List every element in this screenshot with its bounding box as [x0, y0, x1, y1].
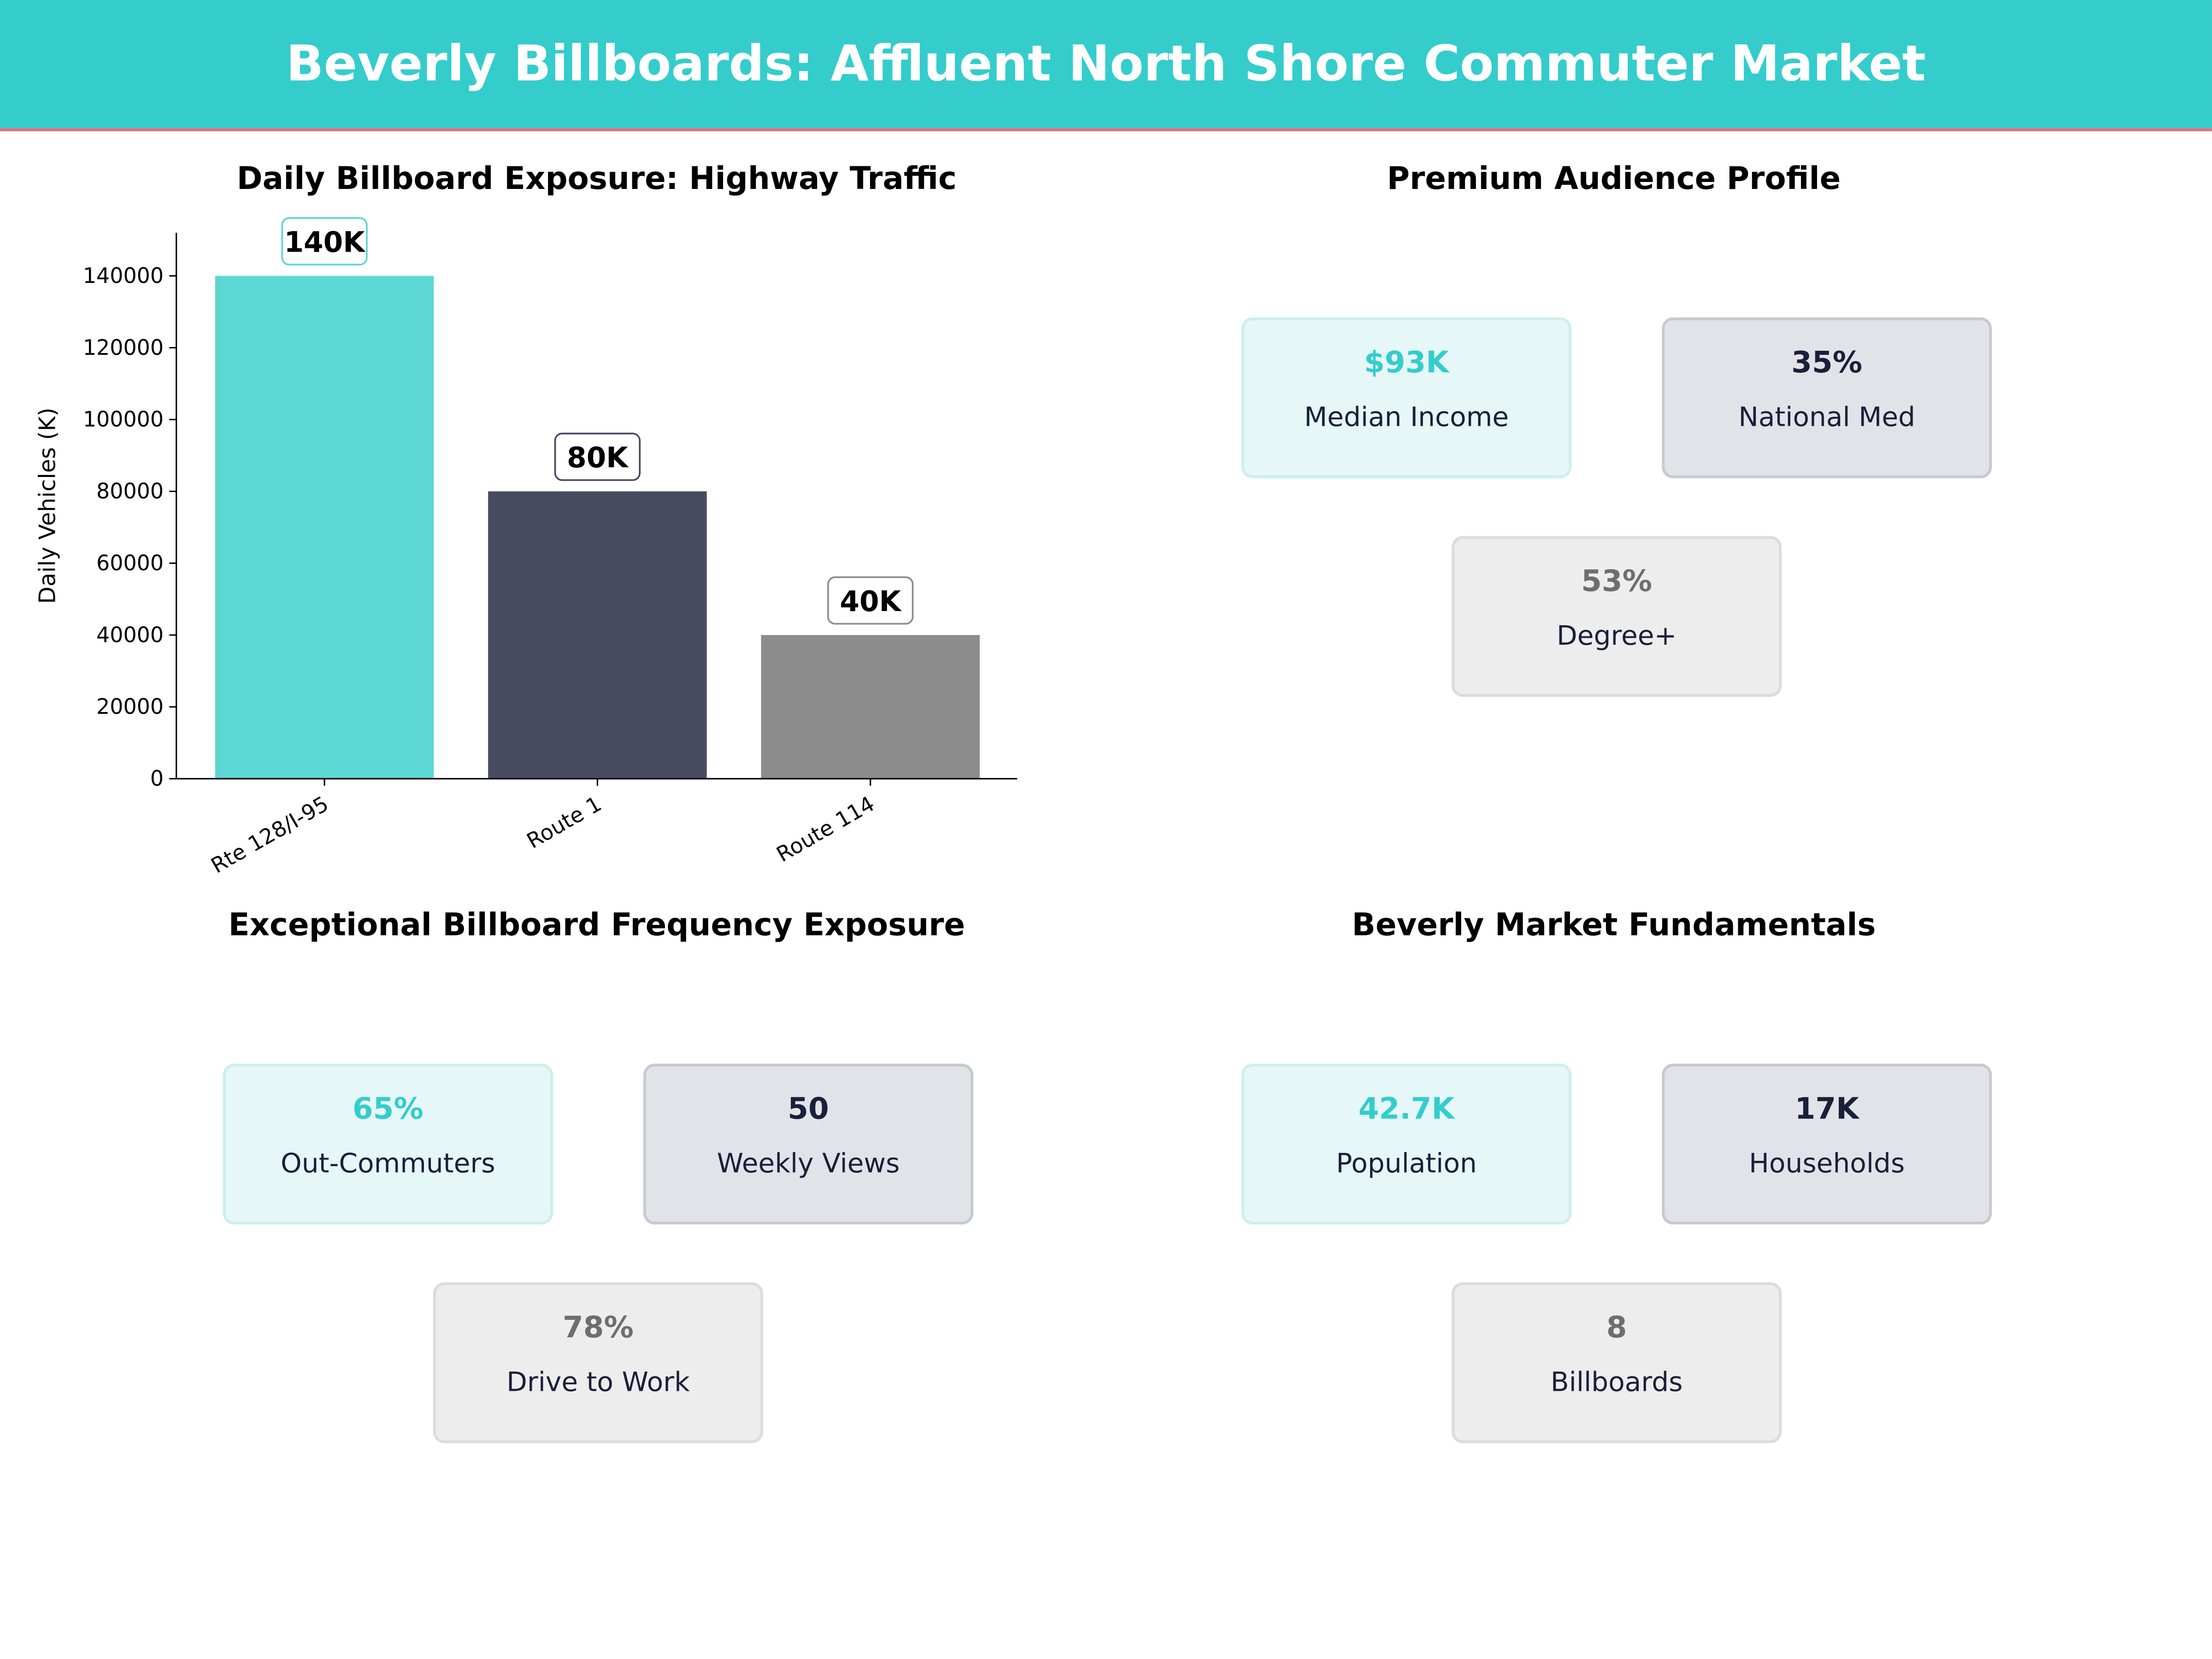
stat-value: 35%	[1791, 345, 1863, 380]
y-tick-label: 120000	[83, 335, 164, 360]
y-tick-label: 80000	[96, 479, 164, 504]
stat-label: Weekly Views	[717, 1148, 900, 1180]
bar	[488, 491, 707, 779]
data-label: 80K	[567, 441, 629, 474]
y-tick-label: 60000	[96, 550, 164, 575]
stat-value: 78%	[562, 1310, 634, 1345]
panel-title-frequency: Exceptional Billboard Frequency Exposure	[228, 908, 965, 944]
chart-title: Daily Billboard Exposure: Highway Traffi…	[236, 162, 957, 198]
panel-title-fundamentals: Beverly Market Fundamentals	[1352, 908, 1876, 944]
y-tick-label: 140000	[83, 263, 164, 288]
stat-label: Median Income	[1304, 402, 1509, 433]
stat-label: Households	[1749, 1148, 1905, 1180]
stat-card-audience: $93K Median Income	[1241, 317, 1572, 478]
header-banner: Beverly Billboards: Affluent North Shore…	[0, 0, 2212, 131]
bar	[215, 276, 434, 779]
stat-label: Out-Commuters	[280, 1148, 495, 1180]
y-tick-label: 40000	[96, 622, 164, 647]
stat-value: 50	[788, 1092, 829, 1126]
stat-card-frequency: 78% Drive to Work	[433, 1282, 764, 1443]
y-axis-label: Daily Vehicles (K)	[34, 407, 60, 604]
x-tick-label: Route 114	[772, 791, 879, 867]
stat-card-audience: 53% Degree+	[1451, 536, 1782, 697]
panel-title-audience: Premium Audience Profile	[1387, 162, 1841, 198]
data-label-box	[281, 217, 368, 265]
stat-label: National Med	[1738, 402, 1916, 433]
bar	[761, 635, 980, 779]
x-tick-label: Route 1	[523, 791, 606, 853]
y-tick-label: 100000	[83, 407, 164, 432]
stat-card-frequency: 65% Out-Commuters	[223, 1064, 553, 1225]
traffic-bar-chart: 140K Rte 128/I-95 80K Route 1 40K Route 114 0 2…	[34, 217, 1018, 878]
data-label-box	[827, 576, 914, 625]
data-label: 140K	[284, 226, 366, 259]
stat-label: Population	[1336, 1148, 1477, 1180]
stat-card-fundamentals: 17K Households	[1662, 1064, 1992, 1225]
data-label-box	[554, 432, 641, 481]
stat-card-fundamentals: 42.7K Population	[1241, 1064, 1572, 1225]
page-title: Beverly Billboards: Affluent North Shore…	[286, 36, 1926, 93]
x-tick-label: Rte 128/I-95	[207, 791, 333, 878]
y-tick-label: 20000	[96, 694, 164, 719]
stat-value: 65%	[352, 1092, 424, 1126]
stat-value: 17K	[1794, 1092, 1859, 1126]
y-tick-label: 0	[150, 766, 164, 791]
stat-card-audience: 35% National Med	[1662, 317, 1992, 478]
stat-label: Degree+	[1556, 620, 1677, 652]
stat-value: 53%	[1581, 564, 1653, 598]
stat-card-frequency: 50 Weekly Views	[643, 1064, 974, 1225]
stat-card-fundamentals: 8 Billboards	[1451, 1282, 1782, 1443]
stat-value: $93K	[1364, 345, 1449, 380]
data-label: 40K	[840, 585, 902, 618]
stat-label: Drive to Work	[506, 1367, 690, 1398]
stat-value: 8	[1606, 1310, 1627, 1345]
stat-label: Billboards	[1550, 1367, 1683, 1398]
stat-value: 42.7K	[1358, 1092, 1455, 1126]
